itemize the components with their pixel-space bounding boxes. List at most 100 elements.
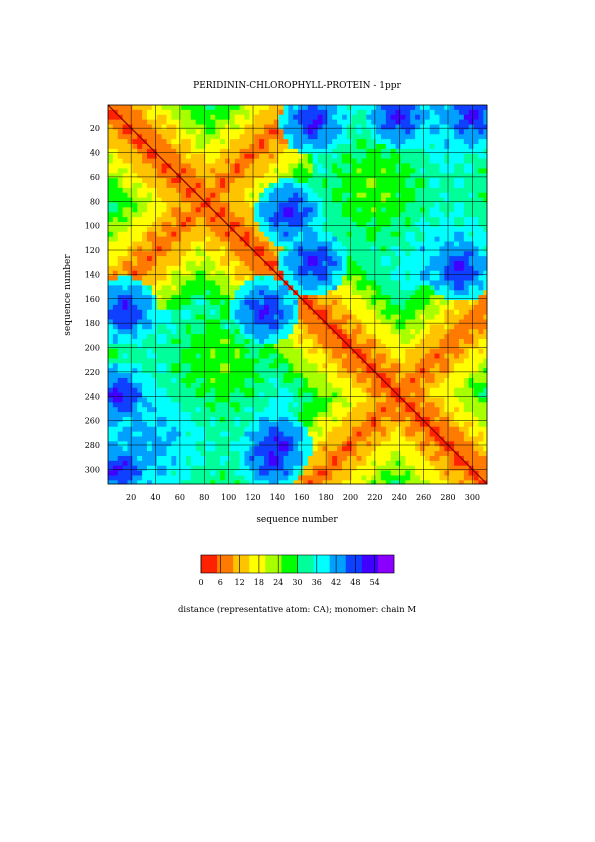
heatmap-cell (317, 270, 323, 277)
heatmap-cell (254, 475, 260, 481)
heatmap-cell (366, 451, 372, 457)
heatmap-cell (405, 148, 411, 155)
heatmap-cell (410, 251, 416, 257)
heatmap-cell (327, 407, 333, 413)
heatmap-cell (176, 338, 182, 345)
heatmap-cell (317, 134, 323, 140)
heatmap-cell (268, 187, 275, 194)
heatmap-cell (229, 480, 236, 485)
heatmap-cell (249, 290, 255, 296)
heatmap-cell (332, 280, 338, 286)
heatmap-cell (361, 226, 367, 233)
heatmap-cell (156, 421, 163, 428)
heatmap-cell (361, 139, 367, 145)
heatmap-cell (142, 319, 148, 325)
heatmap-cell (200, 348, 206, 354)
heatmap-cell (415, 304, 421, 311)
heatmap-cell (259, 285, 265, 291)
heatmap-cell (273, 431, 280, 437)
heatmap-cell (366, 158, 372, 164)
heatmap-cell (112, 158, 119, 164)
heatmap-cell (415, 124, 421, 130)
heatmap-cell (220, 187, 226, 194)
heatmap-cell (337, 309, 343, 315)
heatmap-cell (376, 377, 382, 384)
heatmap-cell (229, 163, 236, 169)
heatmap-cell (176, 407, 182, 413)
heatmap-cell (205, 358, 211, 364)
heatmap-cell (395, 182, 401, 189)
heatmap-cell (293, 226, 299, 233)
heatmap-cell (161, 431, 167, 437)
heatmap-cell (322, 465, 328, 471)
heatmap-cell (312, 182, 318, 189)
heatmap-cell (215, 387, 221, 393)
heatmap-cell (108, 441, 114, 447)
heatmap-cell (147, 392, 153, 398)
heatmap-cell (346, 285, 353, 291)
heatmap-cell (171, 412, 177, 418)
heatmap-cell (195, 251, 202, 257)
heatmap-cell (385, 416, 392, 423)
heatmap-cell (185, 441, 192, 447)
heatmap-cell (259, 373, 265, 379)
heatmap-cell (288, 178, 294, 184)
heatmap-cell (122, 231, 128, 238)
heatmap-cell (410, 275, 416, 281)
heatmap-cell (127, 382, 133, 389)
heatmap-cell (234, 119, 241, 125)
heatmap-cell (395, 153, 401, 160)
heatmap-cell (317, 431, 323, 437)
heatmap-cell (190, 246, 197, 252)
heatmap-cell (273, 144, 280, 150)
heatmap-cell (142, 304, 148, 311)
heatmap-cell (137, 178, 143, 184)
heatmap-cell (234, 387, 241, 393)
heatmap-cell (259, 124, 265, 130)
heatmap-cell (142, 338, 148, 345)
heatmap-cell (288, 329, 294, 335)
heatmap-cell (283, 353, 289, 359)
heatmap-cell (176, 197, 182, 203)
heatmap-cell (132, 431, 138, 437)
heatmap-cell (117, 436, 124, 442)
heatmap-cell (395, 436, 401, 442)
heatmap-cell (273, 231, 280, 238)
heatmap-cell (312, 348, 318, 354)
heatmap-cell (405, 241, 411, 247)
heatmap-cell (190, 309, 197, 315)
heatmap-cell (156, 139, 163, 145)
heatmap-cell (405, 231, 411, 238)
heatmap-cell (185, 187, 192, 194)
heatmap-cell (410, 139, 416, 145)
heatmap-cell (327, 343, 333, 350)
heatmap-cell (298, 202, 304, 208)
heatmap-cell (341, 144, 348, 150)
heatmap-cell (312, 192, 318, 199)
heatmap-cell (302, 451, 309, 457)
heatmap-cell (385, 236, 392, 242)
heatmap-cell (166, 304, 172, 311)
heatmap-cell (249, 236, 255, 242)
heatmap-cell (151, 329, 158, 335)
heatmap-cell (410, 382, 416, 389)
heatmap-cell (278, 241, 284, 247)
heatmap-cell (356, 144, 362, 150)
heatmap-cell (195, 431, 202, 437)
heatmap-cell (249, 441, 255, 447)
heatmap-cell (361, 134, 367, 140)
heatmap-cell (220, 392, 226, 398)
heatmap-cell (317, 119, 323, 125)
heatmap-cell (366, 260, 372, 267)
heatmap-cell (312, 358, 318, 364)
heatmap-cell (283, 251, 289, 257)
heatmap-cell (366, 105, 372, 111)
heatmap-cell (244, 119, 250, 125)
heatmap-cell (346, 431, 353, 437)
heatmap-cell (356, 280, 362, 286)
heatmap-cell (156, 446, 163, 452)
heatmap-cell (166, 256, 172, 262)
heatmap-cell (302, 338, 309, 345)
heatmap-cell (185, 299, 192, 306)
heatmap-cell (156, 105, 163, 111)
